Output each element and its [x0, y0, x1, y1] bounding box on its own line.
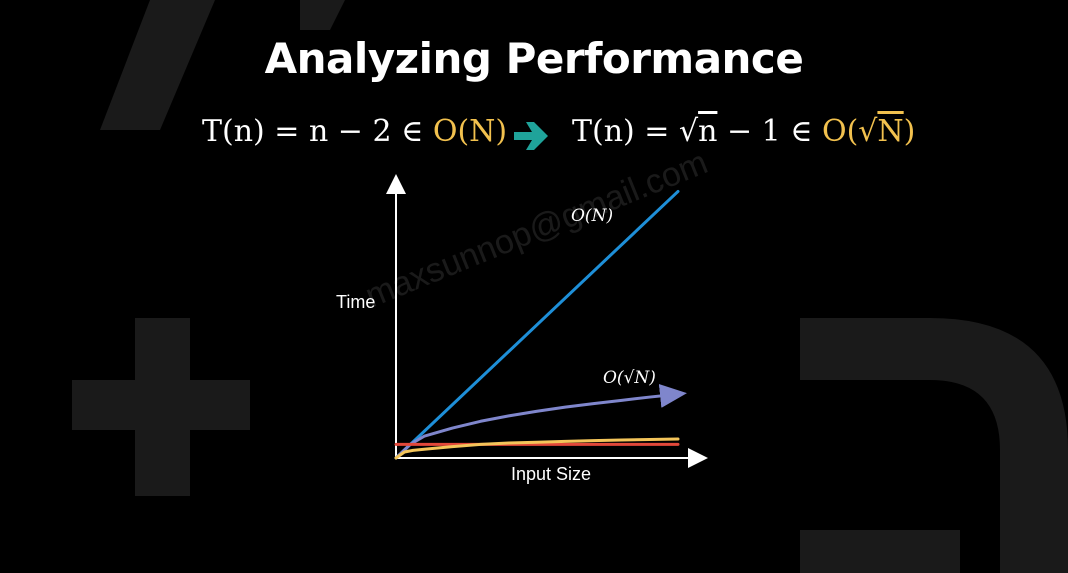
arrow-right-icon — [514, 122, 548, 150]
formula-sqrt: T(n) = √n − 1 ∈ O(√N) — [572, 114, 915, 149]
formula-sqrt-arg: n — [698, 114, 718, 149]
sqrt-symbol-bigo: √ — [858, 114, 878, 149]
sqrt-symbol: √ — [678, 114, 699, 149]
page-title: Analyzing Performance — [264, 34, 804, 83]
formula-linear-bigo: O(N) — [432, 114, 508, 149]
series-layer — [394, 189, 687, 460]
y-axis-label: Time — [336, 292, 375, 312]
formula-sqrt-bigo-arg: N — [877, 114, 904, 149]
series-sqrt — [394, 384, 687, 460]
formula-sqrt-lhs-prefix: T(n) = — [572, 114, 679, 149]
series-label-sqrt: O(√N) — [603, 368, 656, 388]
series-label-linear: O(N) — [571, 206, 613, 226]
formula-sqrt-bigo-suffix: ) — [903, 114, 916, 149]
formula-linear: T(n) = n − 2 ∈ O(N) — [202, 114, 507, 149]
formula-sqrt-lhs-suffix: − 1 ∈ — [717, 114, 822, 149]
complexity-chart: Time Input Size O(N) O(√N) — [336, 174, 708, 484]
series-linear — [394, 189, 680, 460]
x-axis-label: Input Size — [511, 464, 591, 484]
formula-sqrt-bigo-prefix: O( — [821, 114, 859, 149]
bg-plus-horizontal — [72, 380, 250, 430]
series-log — [394, 437, 680, 460]
formula-linear-lhs: T(n) = n − 2 ∈ — [202, 114, 433, 149]
